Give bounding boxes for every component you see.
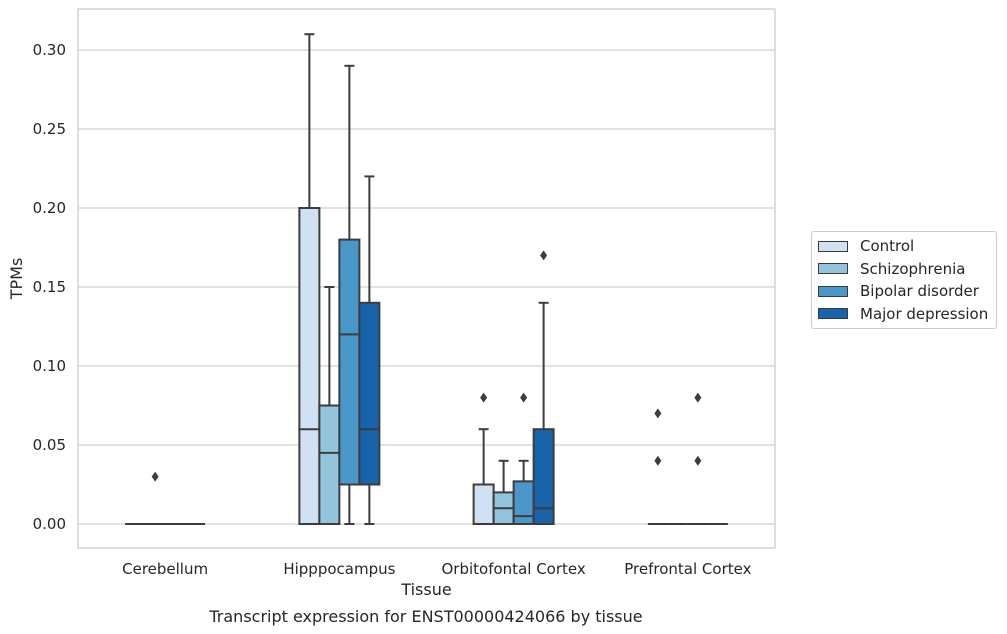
box-schizophrenia — [318, 286, 341, 525]
legend-item: Schizophrenia — [812, 258, 996, 281]
outlier-point — [151, 471, 159, 482]
x-tick-label: Hipppocampus — [283, 560, 395, 578]
box-iqr — [318, 404, 341, 525]
legend-item: Major depression — [812, 303, 996, 326]
outlier-point — [540, 250, 548, 261]
box-major-depression — [358, 175, 381, 525]
x-tick-label: Cerebellum — [122, 560, 208, 578]
y-tick-label: 0.10 — [33, 357, 66, 375]
box-series — [125, 33, 728, 526]
y-tick-label: 0.25 — [33, 120, 66, 138]
chart-caption: Transcript expression for ENST0000042406… — [208, 607, 642, 626]
box-iqr — [298, 207, 321, 525]
outlier-point — [520, 392, 528, 403]
y-tick-label: 0.30 — [33, 41, 66, 59]
box-control — [298, 33, 321, 525]
box-iqr — [358, 301, 381, 486]
box-bipolar-disorder — [338, 64, 361, 525]
box-bipolar-disorder — [687, 392, 708, 525]
y-tick-label: 0.20 — [33, 199, 66, 217]
x-tick-label: Orbitofontal Cortex — [442, 560, 586, 578]
box-iqr — [532, 428, 555, 526]
y-tick-label: 0.05 — [33, 436, 66, 454]
box-major-depression — [532, 250, 555, 526]
legend-swatch — [818, 285, 848, 297]
x-tick-label: Prefrontal Cortex — [624, 560, 751, 578]
legend-item: Control — [812, 235, 996, 258]
y-tick-label: 0.00 — [33, 515, 66, 533]
x-axis-title: Tissue — [400, 580, 451, 599]
box-schizophrenia — [145, 471, 166, 525]
outlier-point — [654, 408, 662, 419]
outlier-point — [480, 392, 488, 403]
outlier-point — [694, 392, 702, 403]
y-tick-label: 0.15 — [33, 278, 66, 296]
legend-label: Schizophrenia — [860, 259, 966, 278]
box-schizophrenia — [492, 459, 515, 525]
legend-item: Bipolar disorder — [812, 280, 996, 303]
gridlines — [78, 49, 775, 525]
legend-swatch — [818, 308, 848, 320]
box-iqr — [338, 238, 361, 486]
box-bipolar-disorder — [512, 392, 535, 525]
box-iqr — [512, 480, 535, 525]
x-axis-ticks: Cerebellum Hipppocampus Orbitofontal Corte… — [122, 560, 751, 578]
box-control — [647, 408, 668, 525]
outlier-point — [694, 455, 702, 466]
y-axis-title: TPMs — [7, 258, 26, 301]
legend: Control Schizophrenia Bipolar disorder Majo… — [811, 231, 997, 329]
box-iqr — [472, 483, 495, 525]
legend-label: Major depression — [860, 304, 989, 323]
legend-swatch — [818, 240, 848, 252]
legend-swatch — [818, 263, 848, 275]
legend-label: Control — [860, 237, 915, 256]
y-axis-ticks: 0.00 0.05 0.10 0.15 0.20 0.25 0.30 — [33, 41, 66, 533]
legend-label: Bipolar disorder — [860, 282, 979, 301]
outlier-point — [654, 455, 662, 466]
plot-area-frame — [77, 8, 776, 549]
box-control — [472, 392, 495, 525]
